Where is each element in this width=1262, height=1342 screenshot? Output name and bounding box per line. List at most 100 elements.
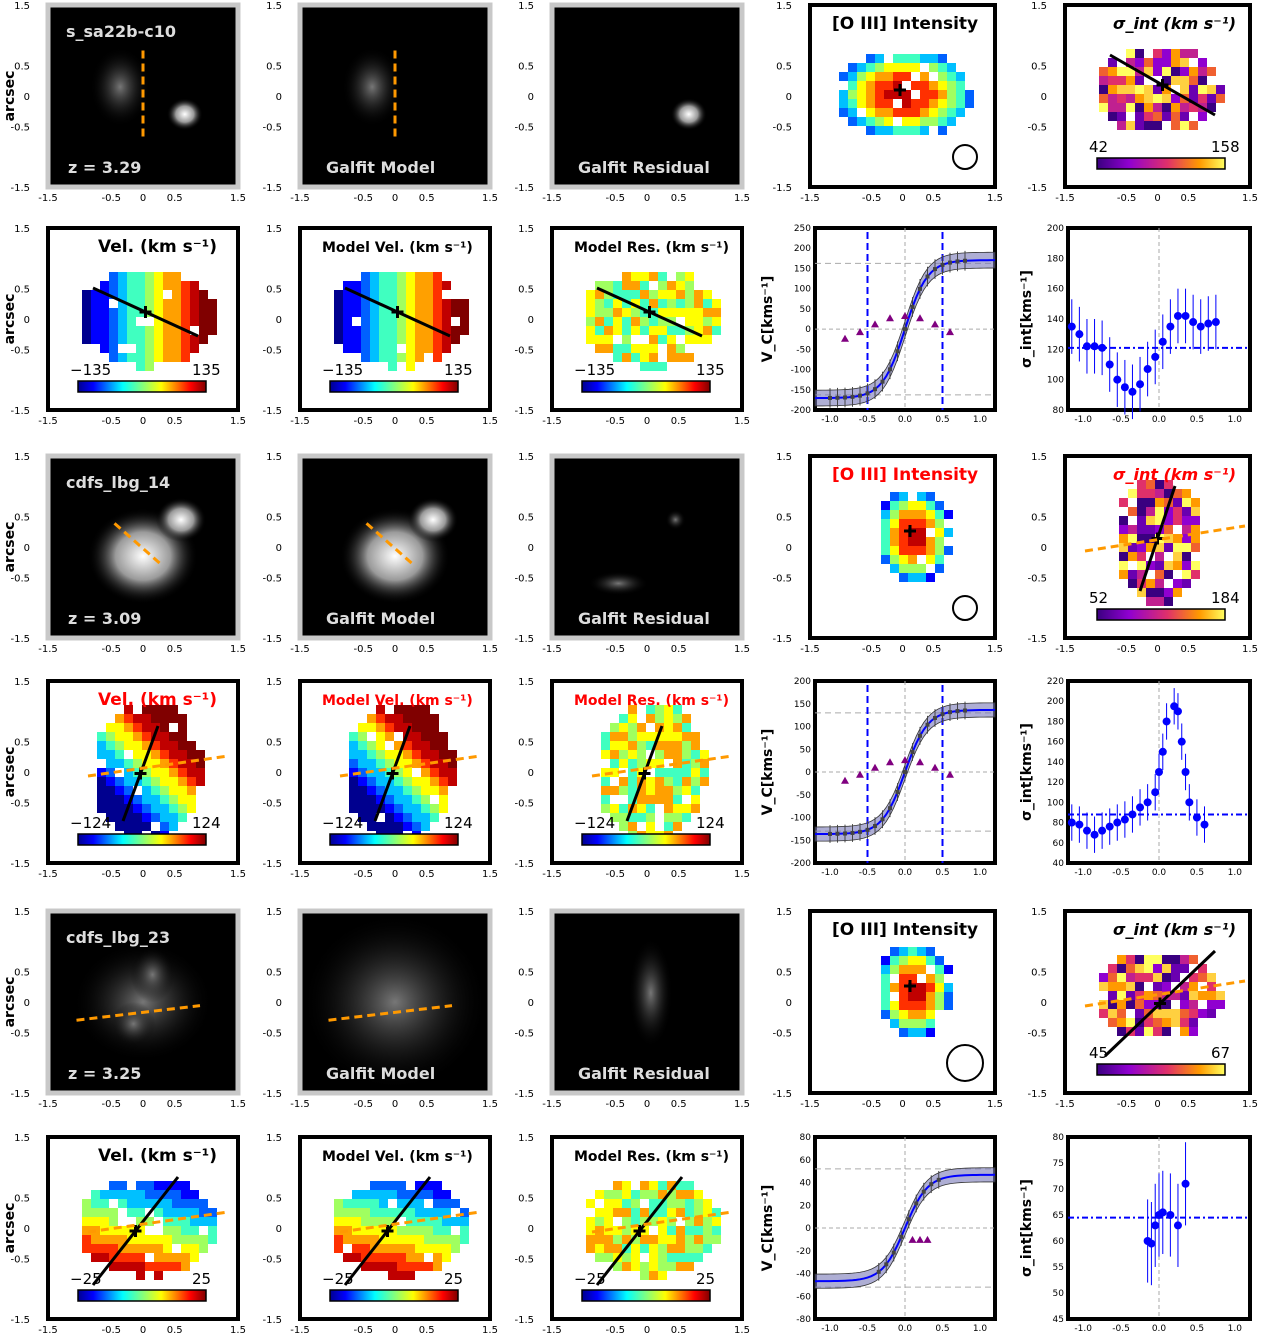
map-pixel (109, 281, 118, 290)
map-pixel (1137, 534, 1146, 543)
position-angle-line (591, 754, 733, 778)
map-pixel (439, 795, 448, 804)
y-tick-label: 40 (1053, 859, 1065, 869)
map-pixel (448, 759, 457, 768)
map-pixel (1164, 570, 1173, 579)
map-pixel (181, 344, 190, 353)
map-pixel (947, 63, 956, 72)
map-pixel (367, 786, 376, 795)
map-pixel (181, 1181, 190, 1190)
map-pixel (415, 1181, 424, 1190)
map-pixel (379, 1253, 388, 1262)
map-pixel (451, 299, 460, 308)
rc-point (865, 391, 870, 396)
map-pixel (109, 353, 118, 362)
map-pixel (622, 299, 631, 308)
map-pixel (163, 272, 172, 281)
x-tick-label: 0 (392, 193, 398, 204)
map-pixel (926, 1019, 935, 1028)
map-pixel (694, 1253, 703, 1262)
dispersion-profile-marker (856, 770, 864, 778)
map-pixel (415, 344, 424, 353)
map-pixel (424, 272, 433, 281)
map-pixel (875, 81, 884, 90)
map-pixel (685, 1217, 694, 1226)
map-pixel (628, 705, 637, 714)
map-pixel (109, 1217, 118, 1226)
map-pixel (1128, 552, 1137, 561)
map-pixel (127, 308, 136, 317)
colorbar-max: 158 (1211, 138, 1240, 156)
map-pixel (334, 1226, 343, 1235)
y-tick-label: -1.5 (772, 183, 792, 194)
x-tick-label: 0 (644, 416, 650, 427)
map-pixel (136, 344, 145, 353)
map-pixel (145, 344, 154, 353)
map-pixel (1153, 982, 1162, 991)
map-pixel (1155, 561, 1164, 570)
map-pixel (1180, 76, 1189, 85)
map-pixel (1189, 85, 1198, 94)
x-tick-label: -0.5 (859, 415, 877, 425)
map-pixel (1144, 1018, 1153, 1027)
rc-point (828, 395, 832, 400)
x-tick-label: 1.5 (230, 1099, 246, 1110)
map-pixel (935, 992, 944, 1001)
map-pixel (965, 99, 974, 108)
map-pixel (433, 299, 442, 308)
map-pixel (1162, 982, 1171, 991)
map-pixel (196, 777, 205, 786)
map-pixel (1135, 58, 1144, 67)
galaxy-name: cdfs_lbg_23 (66, 928, 170, 947)
y-tick-label: -1.5 (10, 634, 30, 645)
map-pixel (866, 108, 875, 117)
map-pixel (619, 822, 628, 831)
x-tick-label: 1.5 (230, 1325, 246, 1336)
y-tick-label: 0.5 (776, 968, 792, 979)
map-pixel (1155, 507, 1164, 516)
map-pixel (881, 510, 890, 519)
map-pixel (658, 317, 667, 326)
map-pixel (1164, 561, 1173, 570)
y-tick-label: 100 (794, 723, 811, 733)
map-pixel (613, 1226, 622, 1235)
map-pixel (388, 290, 397, 299)
map-pixel (1128, 579, 1137, 588)
map-pixel (1135, 1027, 1144, 1036)
x-tick-label: -0.5 (606, 869, 626, 880)
map-pixel (938, 72, 947, 81)
y-tick-label: 0 (805, 768, 811, 778)
map-pixel (1099, 973, 1108, 982)
map-pixel (160, 741, 169, 750)
y-tick-label: -0.5 (10, 345, 30, 356)
map-pixel (682, 723, 691, 732)
map-pixel (160, 768, 169, 777)
map-pixel (415, 1253, 424, 1262)
x-tick-label: 1.5 (734, 869, 750, 880)
map-pixel (1182, 534, 1191, 543)
dispersion-profile-marker (923, 1235, 932, 1243)
map-pixel (1189, 67, 1198, 76)
map-pixel (190, 1217, 199, 1226)
x-tick-label: 0.0 (1152, 1324, 1167, 1334)
map-pixel (118, 308, 127, 317)
x-tick-label: 0 (140, 193, 146, 204)
map-pixel (1119, 498, 1128, 507)
map-pixel (370, 290, 379, 299)
disp-point (1177, 737, 1186, 746)
map-pixel (388, 344, 397, 353)
map-pixel (712, 317, 721, 326)
map-pixel (658, 1244, 667, 1253)
map-pixel (899, 1001, 908, 1010)
y-tick-label: 50 (800, 305, 812, 315)
map-pixel (118, 290, 127, 299)
map-pixel (154, 1262, 163, 1271)
rc-point (888, 806, 892, 811)
disp-point (1155, 768, 1163, 776)
map-pixel (151, 795, 160, 804)
map-pixel (646, 714, 655, 723)
map-pixel (1146, 597, 1155, 606)
x-tick-label: -1.0 (821, 415, 839, 425)
position-angle-line (87, 754, 229, 778)
panel-caption: Galfit Residual (578, 609, 710, 628)
